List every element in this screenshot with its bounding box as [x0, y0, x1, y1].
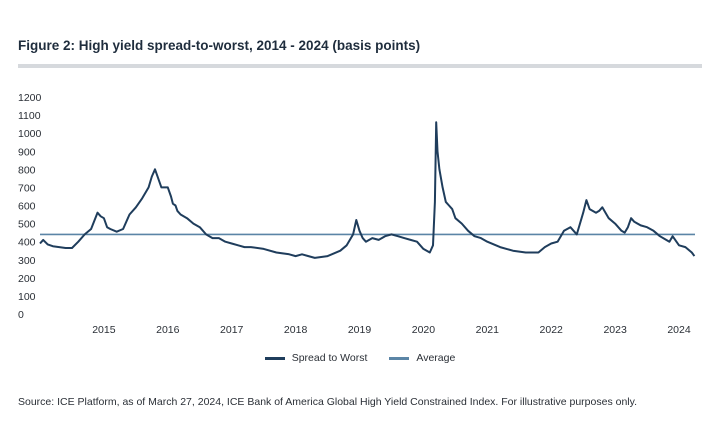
y-tick-label: 400 — [18, 237, 36, 249]
legend-label-spread: Spread to Worst — [291, 352, 368, 364]
y-tick-label: 500 — [18, 219, 36, 231]
legend-item-spread: Spread to Worst — [264, 352, 368, 364]
y-tick-label: 100 — [18, 291, 36, 303]
x-tick-label: 2019 — [348, 324, 372, 336]
chart-title: Figure 2: High yield spread-to-worst, 20… — [18, 38, 421, 53]
legend-item-average: Average — [389, 352, 455, 364]
legend-label-average: Average — [416, 352, 456, 364]
y-tick-label: 600 — [18, 201, 36, 213]
y-tick-label: 1100 — [18, 110, 41, 122]
plot-area — [39, 121, 696, 259]
title-divider — [18, 64, 702, 68]
y-tick-label: 200 — [18, 273, 36, 285]
x-tick-label: 2016 — [156, 324, 180, 336]
line-chart: 0 100 200 300 400 500 600 700 800 900 1000 1100 1200… — [18, 92, 696, 336]
x-tick-label: 2017 — [220, 324, 244, 336]
x-tick-label: 2015 — [92, 324, 116, 336]
x-axis-ticks: 2015 2016 2017 2018 2019 2020 2021 2022 2023 2024 — [92, 324, 691, 336]
source-note: Source: ICE Platform, as of March 27, 20… — [18, 396, 638, 408]
chart-legend: Spread to Worst Average — [0, 352, 720, 364]
legend-swatch-spread — [264, 356, 285, 360]
x-tick-label: 2022 — [540, 324, 564, 336]
x-tick-label: 2018 — [284, 324, 308, 336]
x-tick-label: 2024 — [667, 324, 691, 336]
y-tick-label: 0 — [18, 309, 24, 321]
x-tick-label: 2023 — [603, 324, 627, 336]
y-tick-label: 700 — [18, 182, 36, 194]
y-tick-label: 300 — [18, 255, 36, 267]
x-tick-label: 2020 — [412, 324, 436, 336]
legend-swatch-average — [389, 356, 410, 360]
y-tick-label: 900 — [18, 146, 36, 158]
y-tick-label: 800 — [18, 164, 36, 176]
y-tick-label: 1000 — [18, 128, 42, 140]
series-line-spread-to-worst — [39, 121, 696, 259]
y-axis-ticks: 0 100 200 300 400 500 600 700 800 900 1000 1100 1200 — [18, 92, 42, 321]
x-tick-label: 2021 — [476, 324, 500, 336]
y-tick-label: 1200 — [18, 92, 42, 104]
